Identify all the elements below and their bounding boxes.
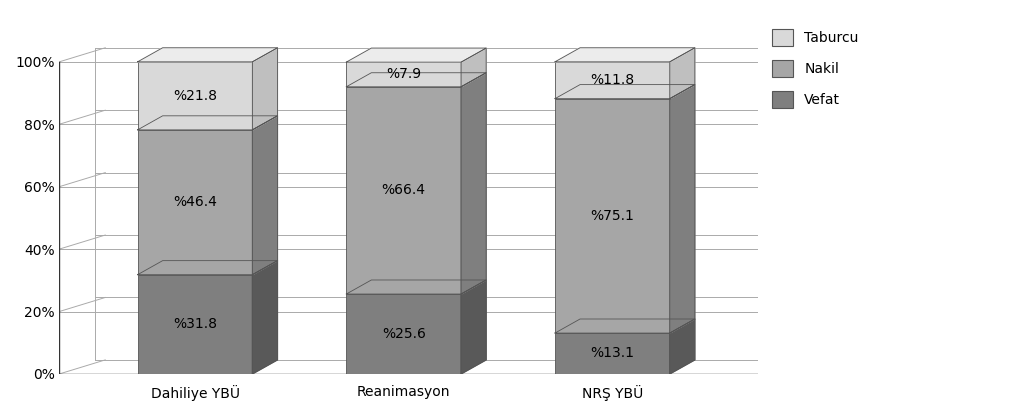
Polygon shape (252, 116, 278, 275)
Text: %31.8: %31.8 (173, 317, 217, 331)
Polygon shape (555, 319, 695, 333)
FancyBboxPatch shape (346, 62, 461, 87)
Text: %11.8: %11.8 (591, 73, 635, 87)
FancyBboxPatch shape (137, 275, 252, 374)
Text: %7.9: %7.9 (386, 67, 421, 82)
Polygon shape (252, 261, 278, 374)
Polygon shape (346, 280, 486, 294)
Text: %13.1: %13.1 (591, 347, 635, 361)
Text: %66.4: %66.4 (382, 183, 426, 198)
Polygon shape (670, 84, 695, 333)
FancyBboxPatch shape (555, 99, 670, 333)
FancyBboxPatch shape (137, 62, 252, 130)
Polygon shape (670, 319, 695, 374)
Text: %21.8: %21.8 (173, 89, 217, 103)
Polygon shape (555, 48, 695, 62)
Polygon shape (137, 116, 278, 130)
Legend: Taburcu, Nakil, Vefat: Taburcu, Nakil, Vefat (765, 22, 865, 114)
Polygon shape (555, 84, 695, 99)
Text: %46.4: %46.4 (173, 195, 217, 209)
FancyBboxPatch shape (555, 62, 670, 99)
Polygon shape (670, 48, 695, 99)
Polygon shape (461, 48, 486, 87)
FancyBboxPatch shape (346, 87, 461, 294)
Polygon shape (252, 48, 278, 130)
Polygon shape (461, 280, 486, 374)
Text: %75.1: %75.1 (591, 209, 634, 223)
Polygon shape (137, 48, 278, 62)
FancyBboxPatch shape (346, 294, 461, 374)
Polygon shape (461, 73, 486, 294)
Text: %25.6: %25.6 (382, 327, 426, 341)
FancyBboxPatch shape (555, 333, 670, 374)
FancyBboxPatch shape (137, 130, 252, 275)
Polygon shape (137, 261, 278, 275)
Polygon shape (346, 48, 486, 62)
Polygon shape (346, 73, 486, 87)
